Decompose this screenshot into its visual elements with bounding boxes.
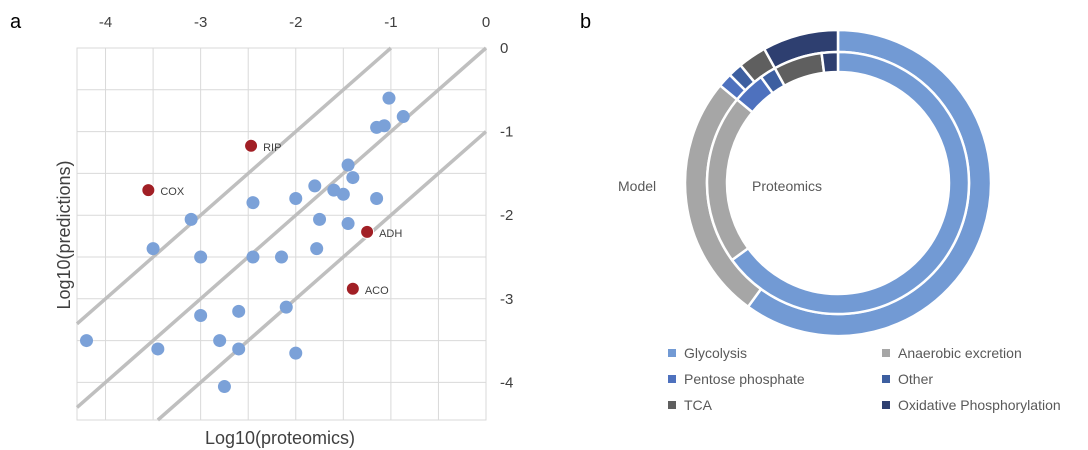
scatter-gridlines <box>76 47 487 421</box>
scatter-point <box>382 91 396 105</box>
panel-a-label: a <box>10 11 22 33</box>
reference-line <box>156 130 488 422</box>
scatter-point <box>310 242 324 256</box>
legend: Glycolysis Anaerobic excretion Pentose pho… <box>668 345 1061 413</box>
scatter-point <box>232 304 246 318</box>
point-label: ADH <box>379 228 402 240</box>
scatter-point <box>246 196 260 210</box>
highlighted-point <box>141 183 156 198</box>
scatter-point <box>346 171 360 185</box>
y-tick-labels: 0 -1 -2 -3 -4 <box>500 40 513 391</box>
x-axis-title: Log10(proteomics) <box>205 428 355 448</box>
y-axis-title: Log10(predictions) <box>54 160 74 309</box>
scatter-point <box>80 334 94 348</box>
x-tick-label: -2 <box>289 14 302 31</box>
scatter-point <box>370 191 384 205</box>
scatter-point <box>217 380 231 394</box>
donut-slice-glycolysis <box>730 50 971 316</box>
scatter-point <box>289 346 303 360</box>
legend-swatch-anaerobic <box>882 349 890 357</box>
point-label: ACO <box>365 285 389 297</box>
outer-ring-model <box>683 28 993 338</box>
point-label: COX <box>160 186 185 198</box>
scatter-plot: -4 -3 -2 -1 0 0 -1 -2 -3 -4 COX RIP ADH ACO Log10(p… <box>54 14 513 448</box>
scatter-point <box>184 212 198 226</box>
scatter-point <box>289 191 303 205</box>
legend-swatch-oxphos <box>882 401 890 409</box>
donut-slice-oxphos <box>820 50 840 75</box>
highlighted-point <box>360 224 375 239</box>
y-tick-label: 0 <box>500 40 508 57</box>
panel-b-label: b <box>580 11 591 33</box>
y-tick-label: -2 <box>500 207 513 224</box>
scatter-point <box>313 212 327 226</box>
scatter-point <box>279 300 293 314</box>
reference-line <box>75 46 393 326</box>
legend-label: Glycolysis <box>684 345 747 361</box>
inner-ring-label: Proteomics <box>752 178 822 194</box>
legend-label: Oxidative Phosphorylation <box>898 397 1061 413</box>
outer-ring-label: Model <box>618 178 656 194</box>
point-label: RIP <box>263 142 281 154</box>
scatter-point <box>341 158 355 172</box>
legend-swatch-other <box>882 375 890 383</box>
legend-label: Anaerobic excretion <box>898 345 1022 361</box>
scatter-point <box>151 342 165 356</box>
scatter-point <box>308 179 322 193</box>
x-tick-label: -3 <box>194 14 207 31</box>
x-tick-label: -1 <box>384 14 397 31</box>
plot-frame <box>76 47 487 421</box>
reference-line <box>75 46 488 409</box>
x-tick-label: -4 <box>99 14 112 31</box>
y-tick-label: -1 <box>500 124 513 141</box>
legend-label: TCA <box>684 397 713 413</box>
scatter-point <box>275 250 288 264</box>
x-tick-labels: -4 -3 -2 -1 0 <box>99 14 490 31</box>
donut-chart: Model Proteomics Glycolysis Anaerobic exc… <box>618 28 1061 413</box>
highlighted-points: COX RIP ADH ACO <box>141 138 402 297</box>
scatter-point <box>146 242 160 256</box>
legend-label: Other <box>898 371 933 387</box>
scatter-points <box>80 91 410 394</box>
scatter-point <box>194 309 208 323</box>
y-tick-label: -4 <box>500 374 513 391</box>
scatter-point <box>194 250 208 264</box>
scatter-point <box>396 110 410 124</box>
scatter-point <box>232 342 246 356</box>
scatter-point <box>336 187 350 201</box>
highlighted-point <box>345 281 360 296</box>
scatter-point <box>377 119 391 133</box>
scatter-point <box>246 250 260 264</box>
x-tick-label: 0 <box>482 14 490 31</box>
legend-swatch-pentose <box>668 375 676 383</box>
inner-ring-proteomics <box>705 50 971 316</box>
reference-lines <box>75 46 488 422</box>
scatter-point <box>341 217 355 231</box>
highlighted-point <box>244 138 259 153</box>
legend-swatch-glycolysis <box>668 349 676 357</box>
legend-swatch-tca <box>668 401 676 409</box>
y-tick-label: -3 <box>500 291 513 308</box>
scatter-point <box>213 334 227 348</box>
legend-label: Pentose phosphate <box>684 371 805 387</box>
